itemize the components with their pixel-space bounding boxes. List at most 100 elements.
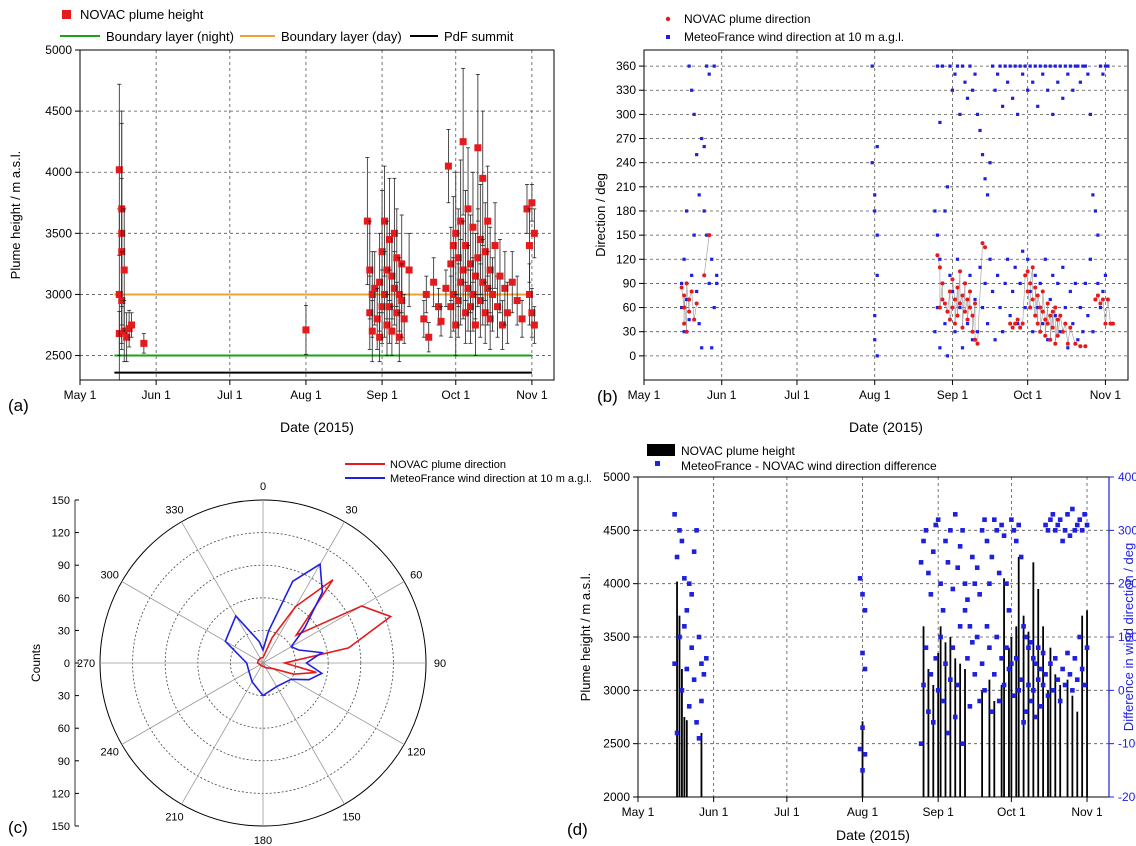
- meteo-direction-point: [705, 64, 709, 68]
- direction-difference-point: [1001, 533, 1007, 538]
- meteo-direction-point: [1081, 330, 1085, 334]
- novac-direction-point: [960, 325, 965, 330]
- direction-difference-point: [679, 538, 685, 544]
- plume-height-bar: [700, 733, 703, 797]
- direction-difference-point: [1045, 528, 1051, 533]
- novac-direction-point: [970, 329, 975, 334]
- direction-difference-point: [1031, 688, 1036, 693]
- plume-height-point: [464, 284, 472, 292]
- meteo-direction-point: [995, 273, 1000, 277]
- novac-direction-point: [1028, 281, 1033, 286]
- meteo-direction-point: [955, 64, 960, 68]
- plume-height-point: [422, 290, 430, 298]
- novac-direction-point: [1053, 341, 1058, 346]
- panel-d-bars: [676, 557, 1088, 797]
- meteo-direction-point: [875, 273, 879, 277]
- meteo-direction-point: [1011, 289, 1015, 294]
- direction-difference-point: [960, 528, 965, 533]
- direction-trace: [1102, 299, 1106, 324]
- panel-d-ylabel-right: Difference in wind direction / deg: [1121, 543, 1136, 731]
- meteo-direction-point: [1096, 233, 1100, 237]
- meteo-direction-point: [1103, 64, 1108, 68]
- direction-difference-point: [952, 714, 958, 720]
- direction-difference-point: [857, 746, 863, 752]
- meteo-direction-point: [973, 72, 977, 76]
- direction-difference-point: [945, 730, 951, 736]
- plume-height-point: [447, 260, 455, 268]
- direction-difference-point: [957, 624, 963, 629]
- meteo-direction-point: [873, 193, 877, 197]
- direction-difference-point: [974, 634, 980, 640]
- meteo-direction-point: [980, 153, 985, 157]
- plume-height-point: [393, 254, 401, 262]
- meteo-direction-point: [1043, 64, 1047, 68]
- meteo-direction-point: [978, 128, 982, 133]
- panel-a-ytick-label: 3000: [45, 287, 72, 301]
- direction-difference-point: [1053, 656, 1058, 661]
- direction-difference-point: [1013, 656, 1019, 661]
- meteo-direction-point: [710, 346, 714, 350]
- panel-d-ylabel: Plume height / m a.s.l.: [578, 573, 593, 702]
- plume-height-bar: [1010, 637, 1013, 797]
- novac-direction-point: [940, 297, 945, 302]
- meteo-direction-point: [1093, 209, 1097, 213]
- direction-difference-point: [994, 528, 1000, 533]
- meteo-direction-point: [1013, 265, 1017, 269]
- meteo-direction-point: [695, 289, 699, 294]
- meteo-direction-point: [1068, 289, 1072, 294]
- plume-height-point: [474, 254, 482, 262]
- meteo-direction-point: [1073, 64, 1077, 68]
- meteo-direction-point: [965, 322, 970, 326]
- direction-difference-point: [699, 661, 704, 666]
- plume-height-point: [395, 290, 403, 298]
- meteo-direction-point: [953, 72, 957, 76]
- novac-direction-point: [1030, 265, 1035, 270]
- direction-trace: [1105, 299, 1109, 324]
- count-tick-label: 90: [58, 560, 70, 572]
- direction-difference-point: [926, 709, 931, 714]
- plume-height-point: [140, 339, 148, 347]
- novac-direction-point: [1028, 305, 1033, 310]
- novac-direction-point: [1073, 341, 1078, 346]
- direction-difference-point: [1050, 512, 1056, 517]
- direction-difference-point: [1053, 528, 1058, 533]
- direction-difference-point: [1060, 538, 1065, 544]
- plume-height-point: [452, 321, 460, 329]
- direction-difference-point: [1011, 528, 1017, 533]
- plume-height-bar: [861, 721, 864, 797]
- direction-difference-point: [1035, 677, 1041, 682]
- plume-height-point: [501, 284, 509, 292]
- direction-difference-point: [701, 672, 707, 677]
- legend-label-meteo-direction: MeteoFrance wind direction at 10 m a.g.l…: [684, 30, 904, 44]
- plume-height-point: [457, 278, 465, 286]
- direction-difference-point: [682, 624, 687, 629]
- panel-d-label: (d): [567, 820, 588, 839]
- direction-difference-point: [933, 656, 939, 661]
- novac-direction-point: [947, 289, 952, 294]
- plume-height-point: [464, 205, 472, 213]
- plume-height-bar: [1054, 674, 1057, 797]
- direction-trace: [947, 291, 951, 312]
- count-tick-label: 150: [52, 495, 70, 507]
- plume-height-point: [366, 266, 374, 274]
- meteo-direction-point: [1043, 257, 1047, 261]
- meteo-direction-point: [1038, 64, 1042, 68]
- novac-direction-point: [1083, 344, 1088, 349]
- panel-b-xtick-label: May 1: [628, 388, 661, 402]
- plume-height-bar: [922, 626, 925, 797]
- novac-direction-point: [1045, 321, 1050, 326]
- meteo-direction-point: [1003, 281, 1007, 286]
- plume-height-bar: [1081, 615, 1084, 797]
- plume-height-point: [530, 229, 538, 237]
- plume-height-bar: [944, 642, 947, 797]
- plume-height-point: [385, 235, 393, 243]
- direction-difference-point: [684, 608, 690, 613]
- direction-difference-point: [935, 688, 941, 693]
- plume-height-point: [381, 290, 389, 298]
- panel-b-xtick-label: Jul 1: [784, 388, 810, 402]
- meteo-direction-point: [1056, 80, 1060, 84]
- legend-label-polar-meteo: MeteoFrance wind direction at 10 m a.g.l…: [390, 473, 592, 485]
- plume-height-point: [437, 317, 445, 325]
- plume-height-point: [398, 297, 406, 305]
- direction-difference-point: [1067, 533, 1073, 538]
